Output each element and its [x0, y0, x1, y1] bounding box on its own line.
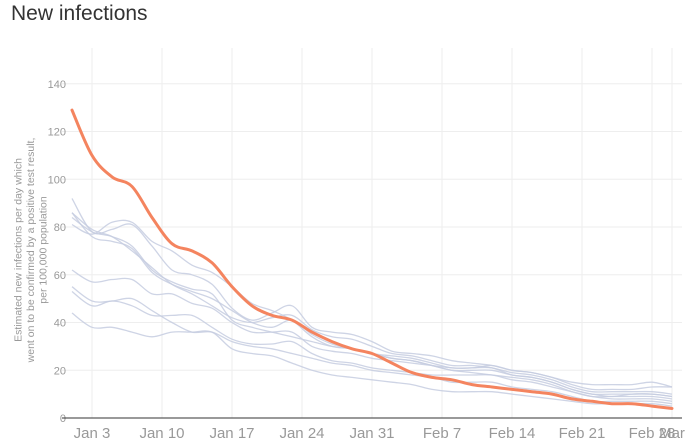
y-axis-label: Estimated new infections per day which we… — [13, 138, 50, 364]
y-axis-ticks: 0 20 40 60 80 100 120 140 — [48, 79, 66, 425]
grid-layer — [62, 48, 682, 418]
x-tick-label: Feb 7 — [423, 425, 461, 442]
x-tick-label: Mar — [659, 425, 685, 442]
background-series-line — [71, 286, 673, 405]
highlight-series-layer — [70, 108, 674, 410]
y-tick-label: 100 — [48, 174, 66, 186]
y-tick-label: 120 — [48, 127, 66, 139]
y-axis-label-line: Estimated new infections per day which — [13, 158, 25, 342]
y-tick-label: 80 — [54, 222, 66, 234]
y-axis-label-line: per 100,000 population — [38, 196, 50, 304]
y-tick-label: 140 — [48, 79, 66, 91]
chart-title: New infections — [11, 2, 148, 25]
highlight-series-line — [70, 108, 674, 410]
y-tick-label: 60 — [54, 270, 66, 282]
x-tick-label: Feb 21 — [559, 425, 606, 442]
x-axis-ticks: Jan 3 Jan 10 Jan 17 Jan 24 Jan 31 Feb 7 Feb 14… — [74, 425, 685, 442]
y-tick-label: 0 — [60, 413, 66, 425]
background-series-line — [71, 198, 673, 391]
x-tick-label: Jan 3 — [74, 425, 111, 442]
x-tick-label: Jan 31 — [349, 425, 394, 442]
background-series-line — [71, 312, 673, 407]
y-axis-label-line: went on to be confirmed by a positive te… — [25, 138, 37, 364]
background-series-line — [71, 290, 673, 402]
y-tick-label: 40 — [54, 318, 66, 330]
x-tick-label: Jan 24 — [279, 425, 324, 442]
x-tick-label: Feb 14 — [489, 425, 536, 442]
y-tick-label: 20 — [54, 365, 66, 377]
x-tick-label: Jan 17 — [209, 425, 254, 442]
background-series-line — [71, 269, 673, 388]
x-tick-label: Feb 28 — [629, 425, 676, 442]
x-tick-label: Jan 10 — [139, 425, 184, 442]
